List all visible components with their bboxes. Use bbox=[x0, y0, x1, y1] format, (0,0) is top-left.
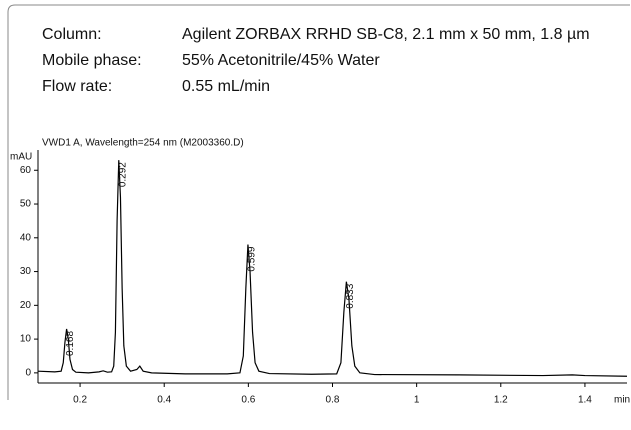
y-tick-label: 0 bbox=[25, 368, 31, 379]
y-tick-label: 30 bbox=[20, 266, 32, 277]
y-tick-label: 10 bbox=[20, 334, 32, 345]
trace bbox=[37, 160, 628, 377]
y-axis-label: mAU bbox=[10, 152, 32, 163]
x-tick-label: 1 bbox=[414, 395, 420, 406]
y-tick-label: 50 bbox=[20, 199, 32, 210]
x-tick-label: 0.8 bbox=[326, 395, 340, 406]
header-value: 0.55 mL/min bbox=[182, 78, 270, 95]
x-tick-label: 0.6 bbox=[241, 395, 255, 406]
peak-label: 0.168 bbox=[65, 331, 76, 356]
x-tick-label: 1.2 bbox=[494, 395, 508, 406]
chart-subtitle: VWD1 A, Wavelength=254 nm (M2003360.D) bbox=[42, 138, 244, 149]
peak-label: 0.833 bbox=[345, 283, 356, 308]
header-label: Column: bbox=[42, 26, 102, 43]
peak-label: 0.599 bbox=[247, 246, 258, 271]
x-tick-label: 1.4 bbox=[578, 395, 592, 406]
header-value: Agilent ZORBAX RRHD SB-C8, 2.1 mm x 50 m… bbox=[182, 26, 590, 43]
y-tick-label: 20 bbox=[20, 300, 32, 311]
x-tick-label: 0.4 bbox=[157, 395, 171, 406]
header-label: Flow rate: bbox=[42, 78, 112, 95]
header-value: 55% Acetonitrile/45% Water bbox=[182, 52, 380, 69]
header-label: Mobile phase: bbox=[42, 52, 142, 69]
x-axis-label: min bbox=[614, 395, 630, 406]
x-tick-label: 0.2 bbox=[73, 395, 87, 406]
y-tick-label: 40 bbox=[20, 232, 32, 243]
frame bbox=[7, 4, 630, 400]
y-tick-label: 60 bbox=[20, 165, 32, 176]
peak-label: 0.292 bbox=[117, 162, 128, 187]
